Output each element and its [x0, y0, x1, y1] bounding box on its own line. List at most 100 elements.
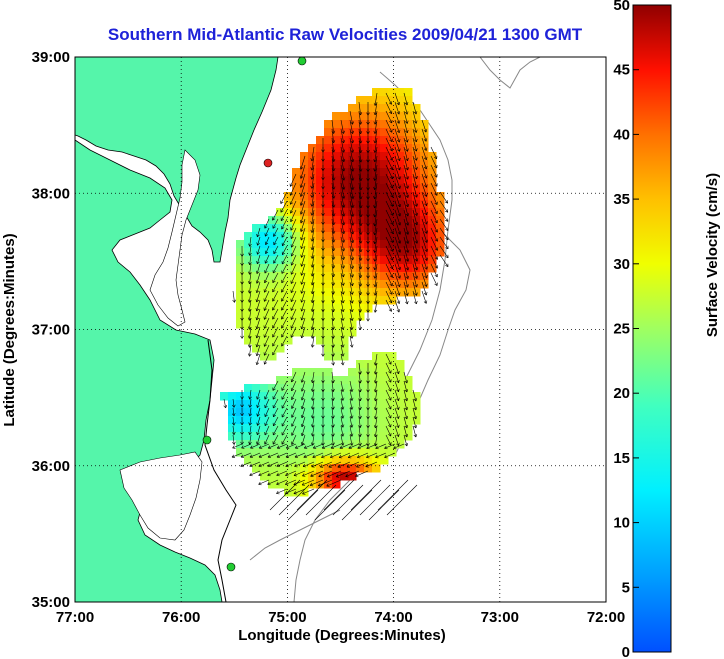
velocity-vector-head: [416, 138, 418, 142]
velocity-vector-head: [256, 431, 258, 435]
velocity-cell: [276, 416, 285, 425]
velocity-vector-head: [405, 139, 408, 143]
velocity-vector: [430, 227, 438, 242]
velocity-cell: [420, 128, 429, 137]
velocity-vector: [349, 200, 354, 217]
velocity-cell: [420, 232, 429, 241]
velocity-cell: [412, 416, 421, 425]
velocity-vector: [358, 308, 361, 321]
velocity-vector: [421, 290, 427, 304]
velocity-cell: [420, 192, 429, 201]
velocity-cell: [300, 376, 309, 385]
velocity-cell: [252, 400, 261, 409]
velocity-vector: [394, 425, 399, 437]
velocity-cell: [308, 312, 317, 321]
velocity-vector: [403, 164, 409, 180]
velocity-vector: [291, 425, 297, 436]
velocity-cell: [324, 128, 333, 137]
velocity-cell: [252, 392, 261, 401]
velocity-vector-head: [399, 266, 401, 270]
velocity-cell: [260, 456, 269, 465]
velocity-cell: [300, 448, 309, 457]
velocity-vector-head: [352, 222, 355, 226]
velocity-cell: [236, 400, 245, 409]
velocity-vector-head: [311, 433, 313, 437]
velocity-cell: [372, 88, 381, 97]
velocity-vector-head: [350, 240, 354, 244]
velocity-vector-head: [300, 397, 303, 401]
velocity-cell: [380, 160, 389, 169]
velocity-vector-head: [343, 213, 346, 217]
velocity-vector-head: [397, 250, 401, 253]
velocity-vector-head: [343, 130, 345, 134]
velocity-vector: [385, 146, 393, 161]
velocity-vector-head: [257, 252, 260, 255]
velocity-vector: [394, 245, 401, 262]
velocity-cell: [348, 408, 357, 417]
velocity-vector-head: [300, 167, 304, 170]
velocity-cell: [340, 192, 349, 201]
velocity-vector-head: [390, 186, 393, 189]
velocity-vector-head: [396, 380, 399, 384]
velocity-vector-head: [351, 326, 354, 330]
velocity-cell: [260, 384, 269, 393]
velocity-vector: [312, 380, 315, 392]
velocity-vector: [264, 434, 270, 445]
velocity-vector-head: [405, 176, 409, 180]
velocity-vector-head: [310, 344, 313, 348]
velocity-vector: [340, 290, 344, 304]
velocity-vector: [303, 452, 315, 458]
velocity-cell: [324, 184, 333, 193]
velocity-vector-head: [341, 309, 344, 313]
velocity-vector-head: [291, 317, 294, 320]
velocity-vector: [374, 281, 378, 296]
velocity-cell: [412, 392, 421, 401]
velocity-vector-head: [264, 353, 267, 356]
velocity-cell: [372, 216, 381, 225]
velocity-vector: [272, 299, 279, 311]
velocity-cell: [348, 224, 357, 233]
velocity-cell: [412, 248, 421, 257]
velocity-vector-head: [352, 204, 355, 208]
velocity-vector: [332, 484, 364, 516]
velocity-vector-head: [282, 252, 286, 255]
velocity-cell: [388, 112, 397, 121]
velocity-cell: [340, 408, 349, 417]
velocity-vector: [232, 407, 235, 417]
velocity-cell: [380, 368, 389, 377]
velocity-cell: [236, 432, 245, 441]
velocity-vector-head: [434, 202, 438, 205]
velocity-vector: [385, 407, 392, 419]
velocity-vector: [300, 218, 306, 232]
velocity-cell: [324, 200, 333, 209]
velocity-vector: [296, 479, 328, 511]
velocity-vector-head: [301, 335, 304, 339]
velocity-cell: [252, 464, 261, 473]
velocity-vector: [394, 398, 399, 410]
velocity-vector-head: [300, 212, 304, 215]
velocity-cell: [316, 136, 325, 145]
velocity-cell: [340, 152, 349, 161]
velocity-vector-head: [398, 101, 400, 105]
velocity-vector-head: [291, 263, 294, 266]
velocity-vector: [273, 227, 279, 237]
velocity-vector: [331, 191, 335, 208]
velocity-cell: [324, 456, 333, 465]
velocity-vector-head: [341, 213, 345, 217]
velocity-cell: [324, 120, 333, 129]
velocity-vector-head: [350, 214, 354, 217]
velocity-vector: [321, 443, 333, 449]
velocity-vector: [349, 119, 353, 134]
velocity-vector-head: [340, 406, 344, 410]
velocity-vector-head: [396, 121, 400, 124]
velocity-cell: [316, 416, 325, 425]
velocity-vector: [385, 299, 392, 312]
velocity-vector-head: [326, 483, 329, 487]
velocity-vector: [349, 236, 354, 252]
velocity-vector: [311, 164, 315, 180]
velocity-vector: [385, 182, 394, 198]
velocity-vector-head: [404, 425, 408, 429]
velocity-cell: [388, 120, 397, 129]
velocity-vector-head: [373, 149, 376, 153]
velocity-vector: [421, 209, 428, 225]
